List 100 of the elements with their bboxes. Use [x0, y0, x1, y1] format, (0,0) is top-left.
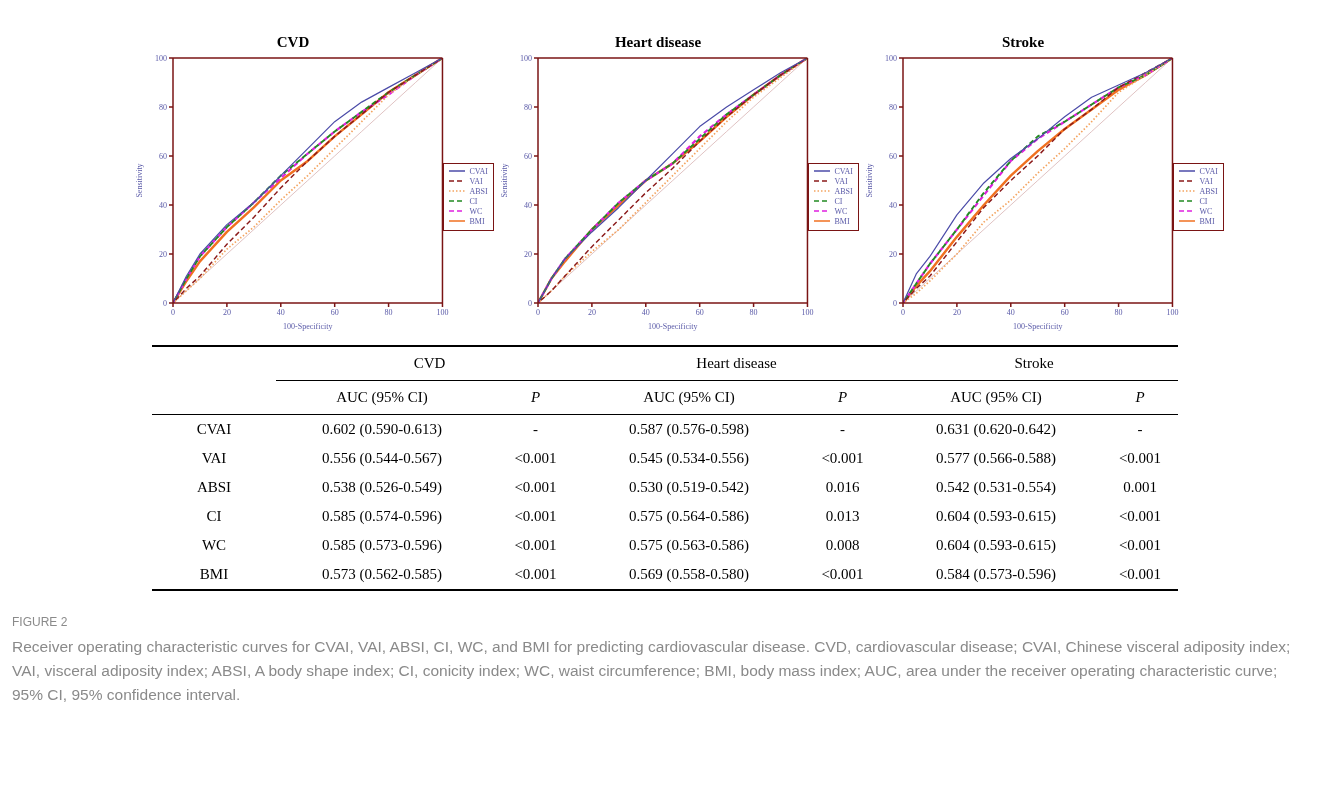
y-tick-label: 100: [520, 53, 532, 63]
text: 0.575 (0.564-0.586): [628, 507, 750, 526]
text: 0.631 (0.620-0.642): [935, 420, 1057, 439]
text: 0.602 (0.590-0.613): [321, 420, 443, 439]
y-tick-label: 80: [889, 102, 897, 112]
text: -: [839, 420, 846, 439]
y-tick-label: 60: [889, 151, 897, 161]
legend-label: WC: [834, 207, 848, 216]
text: <0.001: [1117, 507, 1163, 526]
x-tick-label: 40: [641, 307, 650, 317]
x-axis-title: 100-Specificity: [648, 322, 698, 331]
text: 0.530 (0.519-0.542): [628, 478, 750, 497]
legend-label: CVAI: [469, 167, 488, 176]
text: <0.001: [513, 536, 558, 555]
legend-label: ABSI: [1199, 187, 1218, 196]
legend-label: CI: [1199, 197, 1208, 206]
text: <0.001: [1117, 449, 1163, 468]
legend-label: BMI: [1199, 217, 1215, 226]
y-axis-title: Sensitivity: [134, 163, 144, 198]
y-tick-label: 60: [524, 151, 532, 161]
text: -: [1136, 420, 1144, 439]
text: P: [836, 388, 849, 407]
text: CI: [205, 507, 223, 526]
text: 0.569 (0.558-0.580): [628, 565, 750, 584]
text: 0.001: [1122, 478, 1158, 497]
legend-label: VAI: [469, 177, 483, 186]
chart-title: Heart disease: [613, 34, 703, 51]
text: 0.016: [824, 478, 861, 497]
legend-label: ABSI: [834, 187, 853, 196]
text: Heart disease: [583, 346, 890, 381]
x-tick-label: 100: [801, 307, 814, 317]
y-tick-label: 80: [159, 102, 167, 112]
text: 0.013: [824, 507, 861, 526]
text: -: [532, 420, 539, 439]
x-tick-label: 60: [1060, 307, 1069, 317]
y-tick-label: 80: [524, 102, 532, 112]
y-axis-title: Sensitivity: [864, 163, 874, 198]
legend-label: CVAI: [834, 167, 853, 176]
legend-label: VAI: [1199, 177, 1213, 186]
text: 0.542 (0.531-0.554): [935, 478, 1057, 497]
text: 0.538 (0.526-0.549): [321, 478, 443, 497]
text: <0.001: [513, 478, 558, 497]
x-tick-label: 80: [1114, 307, 1123, 317]
text: WC: [200, 536, 228, 555]
x-tick-label: 100: [1166, 307, 1179, 317]
text: <0.001: [820, 449, 865, 468]
text: 0.604 (0.593-0.615): [935, 536, 1057, 555]
text: 0.008: [824, 536, 861, 555]
text: 0.587 (0.576-0.598): [628, 420, 750, 439]
text: Receiver operating characteristic curves for CVAI, VAI, ABSI, CI, WC, and BMI for predicting cardiovascular disease. CVD, cardiovascular disease; CVAI, Chinese visceral adiposity index; VAI, visceral adiposity index; ABSI, A body shape index; CI, conicity index; WC, waist circumference; BMI, body mass index; AUC, area under the receiver operating characteristic curve; 95% CI, 95% confidence interval.: [12, 637, 1292, 705]
text: ABSI: [195, 478, 233, 497]
x-tick-label: 20: [222, 307, 231, 317]
text: 0.575 (0.563-0.586): [628, 536, 750, 555]
chart-title: Stroke: [1000, 34, 1046, 51]
legend-label: CI: [834, 197, 843, 206]
text: <0.001: [513, 565, 558, 584]
x-tick-label: 40: [1006, 307, 1015, 317]
text: 0.584 (0.573-0.596): [935, 565, 1057, 584]
text: P: [1134, 388, 1146, 407]
x-tick-label: 0: [536, 307, 540, 317]
y-tick-label: 60: [159, 151, 167, 161]
x-tick-label: 40: [276, 307, 285, 317]
text: CVD: [276, 346, 583, 381]
y-tick-label: 0: [528, 298, 532, 308]
x-tick-label: 0: [901, 307, 905, 317]
legend-label: CI: [469, 197, 478, 206]
y-tick-label: 0: [893, 298, 897, 308]
x-axis-title: 100-Specificity: [283, 322, 333, 331]
text: AUC (95% CI): [642, 388, 736, 407]
x-tick-label: 20: [587, 307, 596, 317]
text: <0.001: [820, 565, 865, 584]
legend-label: WC: [1199, 207, 1213, 216]
text: AUC (95% CI): [949, 388, 1043, 407]
text: <0.001: [1117, 565, 1163, 584]
y-tick-label: 100: [885, 53, 897, 63]
y-tick-label: 40: [889, 200, 897, 210]
text: CVAI: [195, 420, 233, 439]
text: 0.585 (0.573-0.596): [321, 536, 443, 555]
y-tick-label: 20: [524, 249, 532, 259]
y-tick-label: 0: [163, 298, 167, 308]
x-tick-label: 100: [436, 307, 449, 317]
x-tick-label: 20: [952, 307, 961, 317]
x-tick-label: 0: [171, 307, 175, 317]
legend-label: BMI: [834, 217, 850, 226]
text: BMI: [198, 565, 230, 584]
text: 0.585 (0.574-0.596): [321, 507, 443, 526]
legend-label: CVAI: [1199, 167, 1218, 176]
text: <0.001: [513, 507, 558, 526]
legend-label: WC: [469, 207, 483, 216]
text: 0.545 (0.534-0.556): [628, 449, 750, 468]
legend-label: VAI: [834, 177, 848, 186]
y-tick-label: 20: [159, 249, 167, 259]
text: <0.001: [513, 449, 558, 468]
caption: FIGURE 2: [12, 615, 69, 629]
x-tick-label: 60: [695, 307, 704, 317]
y-axis-title: Sensitivity: [499, 163, 509, 198]
text: P: [529, 388, 542, 407]
chart-title: CVD: [275, 34, 311, 51]
y-tick-label: 40: [159, 200, 167, 210]
y-tick-label: 40: [524, 200, 532, 210]
